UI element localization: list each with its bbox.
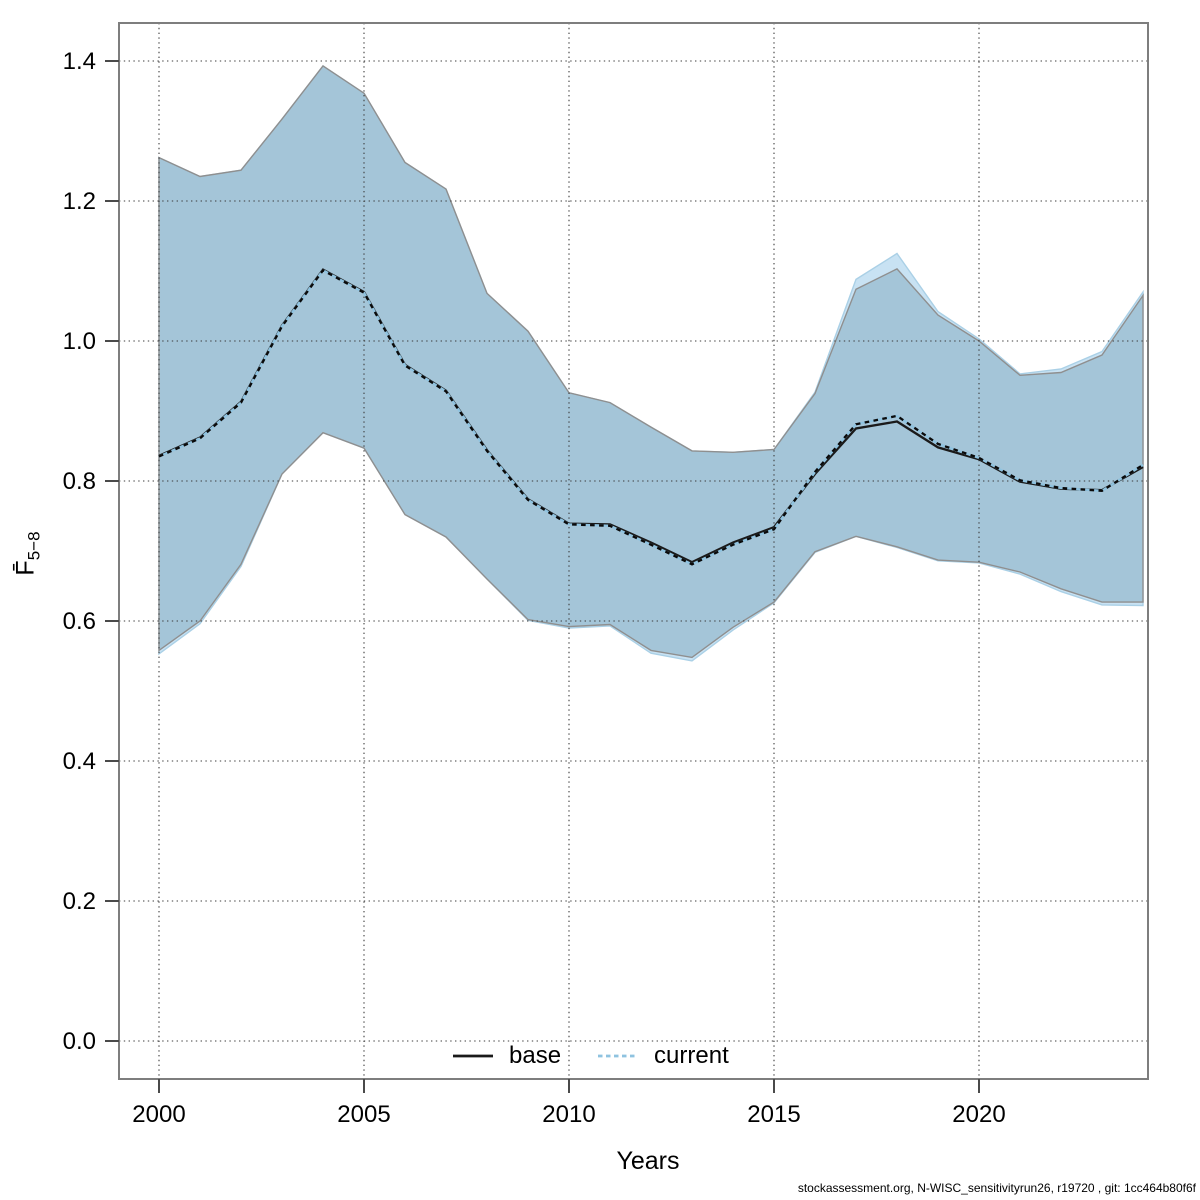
plot-frame (118, 22, 1149, 1080)
legend-current-line-sample (598, 1054, 639, 1058)
legend-item-base: base (452, 1042, 561, 1070)
x-tick-label: 2000 (132, 1101, 185, 1128)
x-tick-label: 2005 (337, 1101, 390, 1128)
y-tick-label: 1.0 (63, 328, 96, 355)
footer-attribution: stockassessment.org, N-WISC_sensitivityr… (797, 1181, 1196, 1195)
y-tick-label: 1.4 (63, 48, 96, 75)
x-axis-ticks: 2000 2005 2010 2015 2020 (132, 1079, 1006, 1128)
y-tick-label: 1.2 (63, 188, 96, 215)
confidence-band-base (158, 64, 1144, 659)
y-axis-title-sub: 5−8 (24, 531, 44, 561)
y-axis-ticks: 0.0 0.2 0.4 0.6 0.8 1.0 1.2 1.4 (63, 48, 119, 1055)
x-tick-label: 2020 (952, 1101, 1005, 1128)
series-line-current (158, 268, 1144, 566)
y-tick-label: 0.8 (63, 468, 96, 495)
x-tick-label: 2010 (542, 1101, 595, 1128)
legend-current-label: current (654, 1042, 729, 1069)
y-tick-label: 0.6 (63, 608, 96, 635)
legend-base-line-sample (453, 1054, 493, 1058)
legend-item-current: current (597, 1042, 729, 1070)
gridlines (119, 23, 1148, 1079)
y-axis-title: F̄5−8 (12, 479, 45, 629)
legend: base current (452, 1041, 729, 1071)
x-tick-label: 2015 (747, 1101, 800, 1128)
y-axis-title-main: F̄ (11, 560, 40, 576)
y-tick-label: 0.2 (63, 888, 96, 915)
y-tick-label: 0.4 (63, 748, 96, 775)
legend-base-label: base (509, 1042, 562, 1069)
x-axis-title: Years (616, 1147, 680, 1175)
y-tick-label: 0.0 (63, 1028, 96, 1055)
